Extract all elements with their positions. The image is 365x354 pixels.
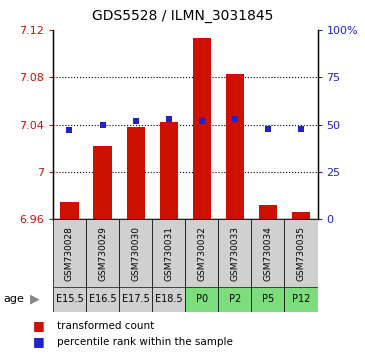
Text: GSM730031: GSM730031 [164,225,173,281]
Bar [53,287,86,312]
Text: P2: P2 [229,294,241,304]
Bar [86,287,119,312]
Text: GSM730034: GSM730034 [264,225,272,281]
Bar [152,219,185,287]
Bar [251,219,284,287]
Bar [53,219,86,287]
Bar [60,202,78,219]
Text: percentile rank within the sample: percentile rank within the sample [57,337,233,347]
Bar [226,74,244,219]
Text: GSM730033: GSM730033 [230,225,239,281]
Bar [185,287,218,312]
Text: GSM730035: GSM730035 [296,225,306,281]
Bar [160,122,178,219]
Bar [127,127,145,219]
Bar [251,287,284,312]
Bar [193,38,211,219]
Text: transformed count: transformed count [57,321,154,331]
Text: E16.5: E16.5 [89,294,116,304]
Text: GSM730028: GSM730028 [65,225,74,281]
Text: P5: P5 [262,294,274,304]
Bar [218,287,251,312]
Bar [284,219,318,287]
Text: P12: P12 [292,294,310,304]
Text: ▶: ▶ [30,293,39,306]
Text: ■: ■ [33,319,45,332]
Text: age: age [4,294,24,304]
Text: E18.5: E18.5 [155,294,182,304]
Bar [185,219,218,287]
Bar [86,219,119,287]
Bar [218,219,251,287]
Text: E17.5: E17.5 [122,294,150,304]
Bar [292,212,310,219]
Bar [93,146,112,219]
Text: ■: ■ [33,335,45,348]
Text: E15.5: E15.5 [55,294,83,304]
Text: GSM730032: GSM730032 [197,225,206,281]
Text: GDS5528 / ILMN_3031845: GDS5528 / ILMN_3031845 [92,9,273,23]
Bar [119,219,152,287]
Text: GSM730029: GSM730029 [98,225,107,281]
Text: P0: P0 [196,294,208,304]
Bar [284,287,318,312]
Text: GSM730030: GSM730030 [131,225,140,281]
Bar [119,287,152,312]
Bar [152,287,185,312]
Bar [259,205,277,219]
